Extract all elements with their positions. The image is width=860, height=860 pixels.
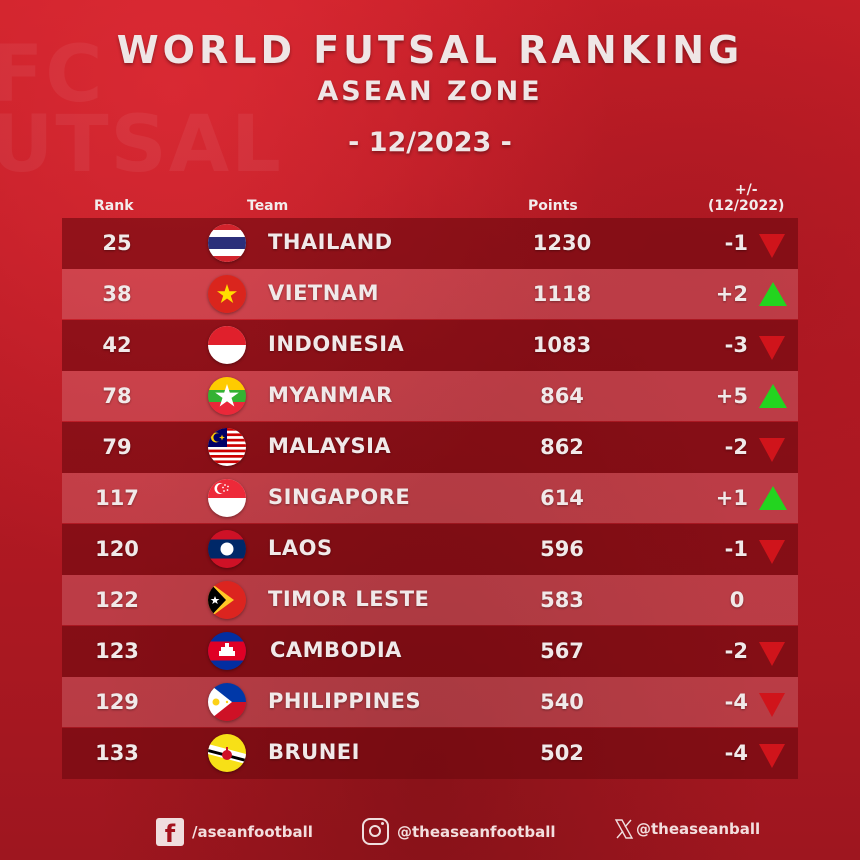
table-row: 122 TIMOR LESTE 583 0 <box>62 575 798 625</box>
table-row: 78 MYANMAR 864 +5 <box>62 371 798 421</box>
points-cell: 1230 <box>532 231 592 255</box>
team-name: MALAYSIA <box>268 434 392 458</box>
rank-cell: 79 <box>102 435 132 459</box>
team-name: SINGAPORE <box>268 485 411 509</box>
page-subtitle: ASEAN ZONE <box>317 76 543 107</box>
team-name: VIETNAM <box>268 281 379 305</box>
cambodia-flag-icon <box>208 632 246 670</box>
facebook-handle: /aseanfootball <box>192 823 313 841</box>
ranking-table: 25 THAILAND 1230 -1 38 VIETNAM 1118 +2 4… <box>62 218 798 779</box>
timor-leste-flag-icon <box>208 581 246 619</box>
change-cell: +1 <box>715 486 748 510</box>
team-name: THAILAND <box>268 230 393 254</box>
arrow-up-icon <box>759 486 787 510</box>
change-header-line1: +/- <box>734 182 758 198</box>
vietnam-flag-icon <box>208 275 246 313</box>
points-cell: 583 <box>540 588 584 612</box>
x-icon <box>614 818 634 840</box>
x-link[interactable]: @theaseanball <box>614 818 760 840</box>
points-cell: 1083 <box>532 333 592 357</box>
arrow-down-icon <box>759 336 785 360</box>
team-name: BRUNEI <box>268 740 360 764</box>
rank-cell: 25 <box>102 231 132 255</box>
points-cell: 864 <box>540 384 584 408</box>
change-cell: +2 <box>715 282 748 306</box>
table-row: 123 CAMBODIA 567 -2 <box>62 626 798 677</box>
change-cell: -4 <box>724 690 748 714</box>
change-cell: +5 <box>715 384 748 408</box>
arrow-down-icon <box>759 438 785 462</box>
brunei-flag-icon <box>208 734 246 772</box>
singapore-flag-icon <box>208 479 246 517</box>
table-row: 117 SINGAPORE 614 +1 <box>62 473 798 523</box>
background-watermark: FC UTSAL <box>0 30 283 190</box>
malaysia-flag-icon <box>208 428 246 466</box>
instagram-handle: @theaseanfootball <box>397 822 556 841</box>
points-cell: 862 <box>540 435 584 459</box>
table-row: 25 THAILAND 1230 -1 <box>62 218 798 269</box>
column-header-points: Points <box>528 198 578 214</box>
change-cell: -1 <box>724 231 748 255</box>
table-row: 133 BRUNEI 502 -4 <box>62 728 798 779</box>
column-header-team: Team <box>247 198 289 214</box>
team-name: CAMBODIA <box>270 638 402 662</box>
arrow-up-icon <box>759 282 787 306</box>
arrow-down-icon <box>759 540 785 564</box>
instagram-link[interactable]: @theaseanfootball <box>362 818 556 845</box>
rank-cell: 129 <box>95 690 139 714</box>
x-handle: @theaseanball <box>636 820 761 838</box>
table-header: Rank Team Points +/- (12/2022) <box>62 182 798 218</box>
points-cell: 1118 <box>532 282 592 306</box>
table-row: 79 MALAYSIA 862 -2 <box>62 422 798 473</box>
change-cell: -4 <box>724 741 748 765</box>
team-name: LAOS <box>268 536 333 560</box>
column-header-change: +/- (12/2022) <box>708 182 784 214</box>
page-title: WORLD FUTSAL RANKING <box>116 28 744 72</box>
arrow-up-icon <box>759 384 787 408</box>
team-name: PHILIPPINES <box>268 689 422 713</box>
table-row: 42 INDONESIA 1083 -3 <box>62 320 798 371</box>
arrow-down-icon <box>759 693 785 717</box>
points-cell: 614 <box>540 486 584 510</box>
rank-cell: 133 <box>95 741 139 765</box>
arrow-down-icon <box>759 642 785 666</box>
arrow-down-icon <box>759 234 785 258</box>
team-name: TIMOR LESTE <box>268 587 430 611</box>
table-row: 120 LAOS 596 -1 <box>62 524 798 575</box>
change-cell: -2 <box>724 639 748 663</box>
rank-cell: 120 <box>95 537 139 561</box>
instagram-icon <box>362 818 389 845</box>
table-row: 38 VIETNAM 1118 +2 <box>62 269 798 319</box>
rank-cell: 117 <box>95 486 139 510</box>
rank-cell: 123 <box>95 639 139 663</box>
footer-social-links: f /aseanfootball @theaseanfootball @thea… <box>0 812 860 848</box>
indonesia-flag-icon <box>208 326 246 364</box>
points-cell: 596 <box>540 537 584 561</box>
facebook-icon: f <box>156 818 184 848</box>
rank-cell: 78 <box>102 384 132 408</box>
column-header-rank: Rank <box>94 198 134 214</box>
arrow-down-icon <box>759 744 785 768</box>
thailand-flag-icon <box>208 224 246 262</box>
ranking-date: - 12/2023 - <box>348 127 512 158</box>
points-cell: 567 <box>540 639 584 663</box>
change-cell: -1 <box>724 537 748 561</box>
table-row: 129 PHILIPPINES 540 -4 <box>62 677 798 727</box>
rank-cell: 38 <box>102 282 132 306</box>
rank-cell: 42 <box>102 333 132 357</box>
change-header-line2: (12/2022) <box>708 198 785 214</box>
change-cell: -2 <box>724 435 748 459</box>
team-name: MYANMAR <box>268 383 393 407</box>
team-name: INDONESIA <box>268 332 405 356</box>
rank-cell: 122 <box>95 588 139 612</box>
facebook-link[interactable]: f /aseanfootball <box>156 818 313 848</box>
points-cell: 540 <box>540 690 584 714</box>
philippines-flag-icon <box>208 683 246 721</box>
change-cell: -3 <box>724 333 748 357</box>
laos-flag-icon <box>208 530 246 568</box>
myanmar-flag-icon <box>208 377 246 415</box>
points-cell: 502 <box>540 741 584 765</box>
change-cell: 0 <box>729 588 745 612</box>
